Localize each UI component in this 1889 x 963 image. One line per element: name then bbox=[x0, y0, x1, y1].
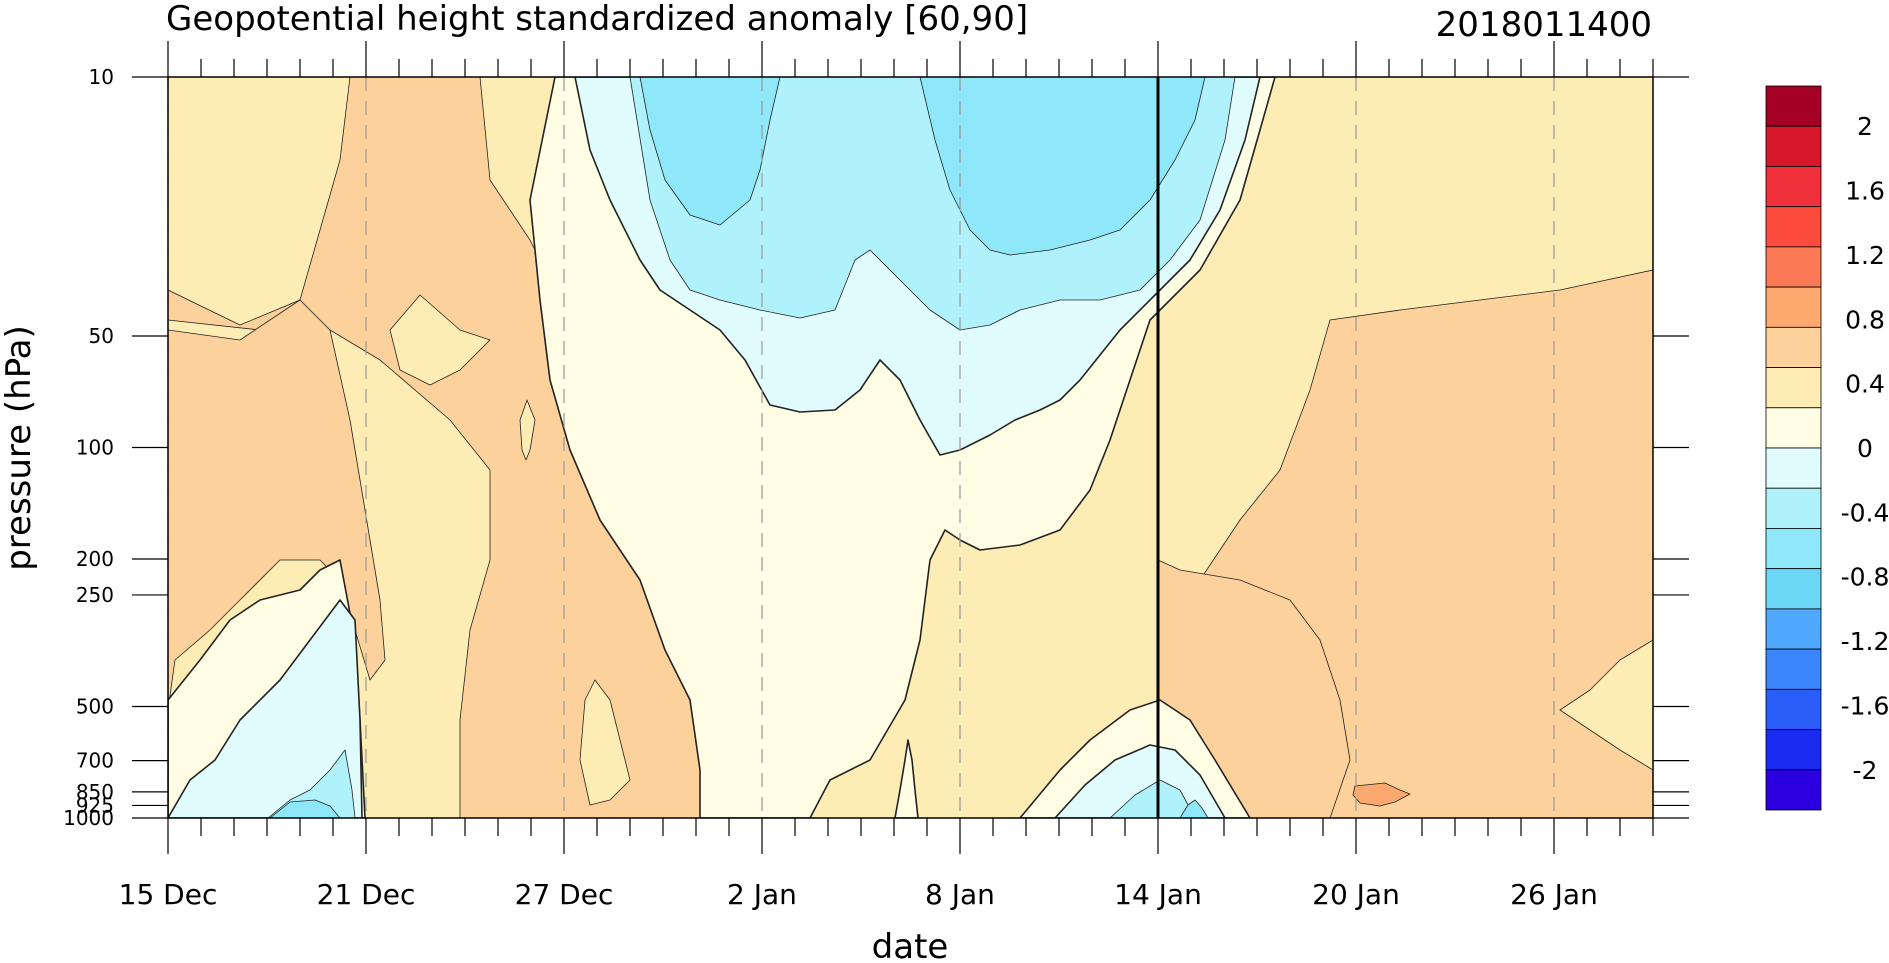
colorbar-swatch bbox=[1765, 528, 1822, 570]
colorbar-swatch bbox=[1765, 729, 1822, 771]
colorbar-label: 2 bbox=[1857, 112, 1873, 141]
colorbar-swatch bbox=[1765, 125, 1822, 167]
x-tick-label: 14 Jan bbox=[1114, 878, 1202, 911]
colorbar-swatch bbox=[1765, 769, 1822, 811]
y-axis-title: pressure (hPa) bbox=[0, 325, 39, 571]
contour-band-minus-0.8 bbox=[1109, 779, 1196, 818]
colorbar-swatch bbox=[1765, 487, 1822, 529]
colorbar-swatch bbox=[1765, 206, 1822, 248]
y-tick-label: 700 bbox=[76, 749, 114, 773]
y-tick-label: 850 bbox=[76, 780, 114, 804]
contour-band-minus-1.2 bbox=[1179, 799, 1209, 818]
x-tick-label: 15 Dec bbox=[119, 878, 218, 911]
colorbar-labels: 2 1.6 1.2 0.8 0.4 0 -0.4 -0.8 -1.2 -1.6 -2 bbox=[1841, 112, 1889, 785]
contour-band-minus-1.2 bbox=[269, 799, 341, 818]
contour-band-1.2 bbox=[1352, 782, 1411, 807]
contour-band-0 bbox=[894, 739, 919, 818]
colorbar-swatch bbox=[1765, 447, 1822, 489]
contour-band-0.4 bbox=[579, 679, 631, 806]
contour-band-0.4 bbox=[1559, 639, 1653, 771]
y-tick-label: 1000 bbox=[63, 806, 114, 830]
colorbar-label: -0.4 bbox=[1841, 498, 1889, 527]
colorbar-swatch bbox=[1765, 166, 1822, 208]
x-axis-title: date bbox=[872, 927, 949, 963]
y-axis-ticks bbox=[132, 76, 1689, 819]
colorbar-swatch bbox=[1765, 608, 1822, 650]
y-tick-label: 925 bbox=[76, 793, 114, 817]
colorbar-label: -2 bbox=[1853, 756, 1878, 785]
x-axis-ticks bbox=[167, 41, 1654, 854]
x-tick-label: 2 Jan bbox=[727, 878, 797, 911]
contour-band-minus-1.2 bbox=[919, 77, 1206, 256]
colorbar-label: 0.8 bbox=[1845, 305, 1885, 334]
colorbar bbox=[1765, 85, 1822, 811]
y-tick-label: 250 bbox=[76, 583, 114, 607]
chart-title: Geopotential height standardized anomaly… bbox=[166, 0, 1028, 39]
colorbar-label: 1.6 bbox=[1845, 177, 1885, 206]
colorbar-swatch bbox=[1765, 648, 1822, 690]
colorbar-label: 1.2 bbox=[1845, 241, 1885, 270]
colorbar-swatch bbox=[1765, 688, 1822, 730]
y-tick-label: 200 bbox=[76, 547, 114, 571]
contour-band-0.4 bbox=[519, 399, 536, 461]
y-tick-label: 10 bbox=[89, 65, 114, 89]
contour-band-minus-1.2 bbox=[639, 77, 781, 226]
colorbar-label: -0.8 bbox=[1841, 563, 1889, 592]
chart-subtitle: 2018011400 bbox=[1436, 5, 1652, 45]
contour-band-minus-0.8 bbox=[267, 749, 356, 818]
colorbar-label: -1.2 bbox=[1841, 627, 1889, 656]
colorbar-swatch bbox=[1765, 367, 1822, 409]
x-tick-label: 21 Dec bbox=[317, 878, 416, 911]
colorbar-swatch bbox=[1765, 246, 1822, 288]
colorbar-swatch bbox=[1765, 568, 1822, 610]
colorbar-label: -1.6 bbox=[1841, 691, 1889, 720]
contour-band-minus-0.4 bbox=[168, 599, 363, 818]
contour-band-0.4 bbox=[389, 294, 491, 386]
y-tick-label: 100 bbox=[76, 436, 114, 460]
colorbar-label: 0.4 bbox=[1845, 370, 1885, 399]
x-tick-label: 27 Dec bbox=[515, 878, 614, 911]
plot-area bbox=[168, 77, 1653, 818]
colorbar-swatch bbox=[1765, 85, 1822, 127]
y-tick-label: 50 bbox=[89, 324, 114, 348]
x-axis-tick-labels: 15 Dec 21 Dec 27 Dec 2 Jan 8 Jan 14 Jan 20 Jan… bbox=[119, 878, 1598, 911]
x-tick-label: 20 Jan bbox=[1312, 878, 1400, 911]
colorbar-swatch bbox=[1765, 407, 1822, 449]
contour-band-0.8 bbox=[168, 299, 386, 711]
x-tick-label: 8 Jan bbox=[925, 878, 995, 911]
colorbar-label: 0 bbox=[1857, 434, 1873, 463]
y-tick-label: 500 bbox=[76, 694, 114, 718]
colorbar-swatch bbox=[1765, 286, 1822, 328]
colorbar-swatch bbox=[1765, 326, 1822, 368]
x-tick-label: 26 Jan bbox=[1510, 878, 1598, 911]
